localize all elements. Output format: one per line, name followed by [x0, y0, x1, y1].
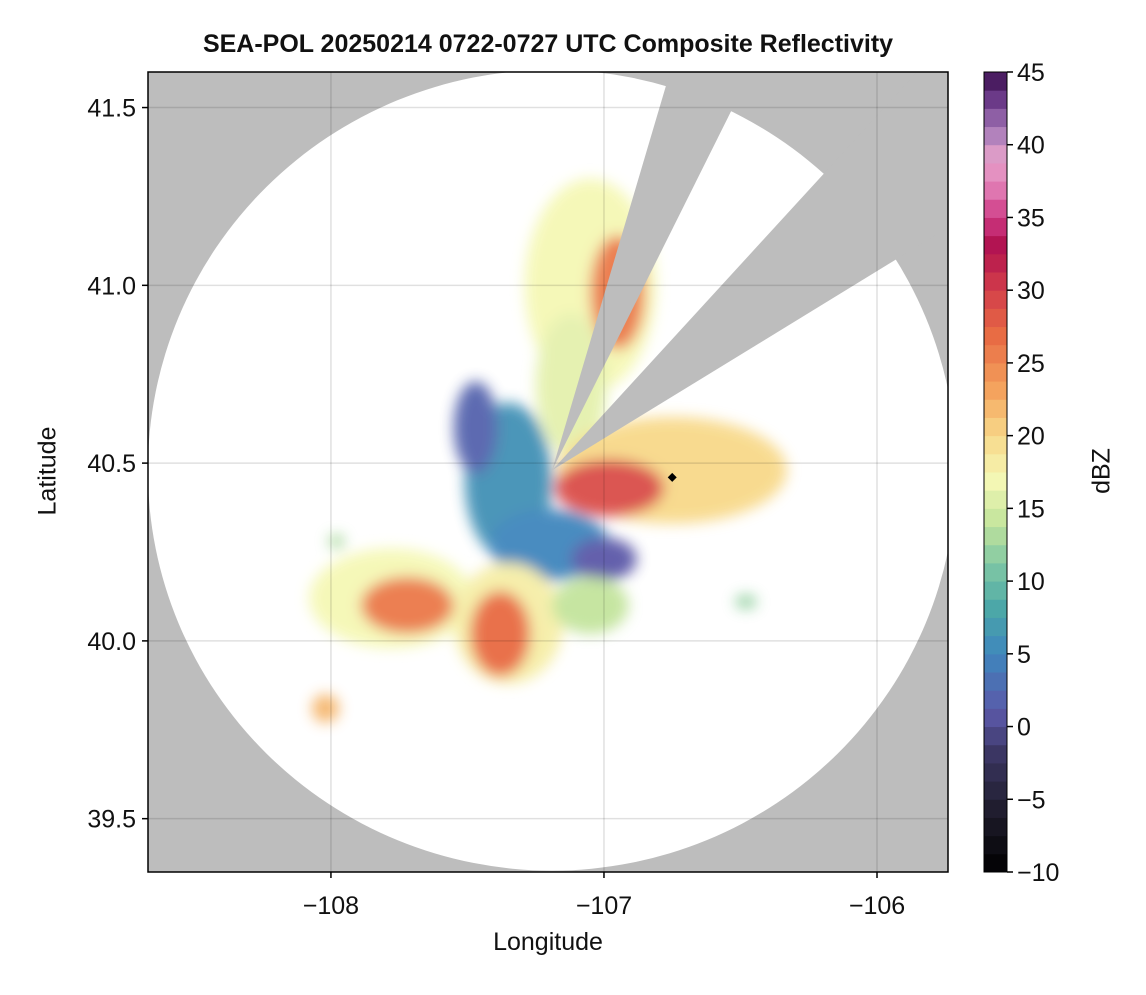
colorbar-tick-label-3: 5 — [1017, 641, 1031, 669]
colorbar-segment-24 — [984, 417, 1007, 437]
blocked-sector-2 — [552, 72, 948, 471]
colorbar-segment-18 — [984, 526, 1007, 546]
colorbar-tick-label-1: −5 — [1017, 786, 1046, 814]
y-tick-label-2: 40.5 — [87, 450, 136, 478]
colorbar-segment-12 — [984, 635, 1007, 655]
colorbar-segment-13 — [984, 617, 1007, 637]
colorbar-segment-4 — [984, 781, 1007, 800]
colorbar-segment-2 — [984, 817, 1007, 837]
colorbar-tick-label-7: 25 — [1017, 350, 1045, 378]
colorbar-segment-21 — [984, 472, 1007, 491]
colorbar-segment-38 — [984, 162, 1007, 182]
colorbar-segment-41 — [984, 108, 1007, 128]
echo-southeast-band — [552, 576, 629, 634]
echo-east-core — [554, 459, 665, 517]
colorbar-segment-23 — [984, 435, 1007, 455]
colorbar-segment-15 — [984, 581, 1007, 600]
colorbar-tick-label-9: 35 — [1017, 204, 1045, 232]
colorbar-segment-35 — [984, 217, 1007, 237]
colorbar-segment-30 — [984, 308, 1007, 328]
colorbar-tick-label-6: 20 — [1017, 423, 1045, 451]
echo-southwest-core — [360, 576, 454, 634]
colorbar-tick-label-4: 10 — [1017, 568, 1045, 596]
colorbar-tick-label-10: 40 — [1017, 132, 1045, 160]
colorbar-segment-8 — [984, 708, 1007, 728]
colorbar-segment-9 — [984, 690, 1007, 709]
colorbar-frame — [983, 71, 1008, 873]
colorbar-segment-39 — [984, 144, 1007, 164]
colorbar-segment-25 — [984, 399, 1007, 418]
colorbar-segment-10 — [984, 672, 1007, 691]
colorbar-segment-40 — [984, 126, 1007, 146]
y-tick-label-4: 41.5 — [87, 95, 136, 123]
x-tick-label-0: −108 — [303, 892, 359, 920]
colorbar-segment-3 — [984, 799, 1007, 818]
blocked-sector-1 — [552, 72, 751, 471]
colorbar-segment-26 — [984, 381, 1007, 400]
y-tick-label-3: 41.0 — [87, 272, 136, 300]
echo-south-core — [470, 591, 531, 677]
colorbar-segment-16 — [984, 562, 1007, 582]
x-axis-label: Longitude — [493, 928, 603, 956]
colorbar-segment-20 — [984, 490, 1007, 509]
echo-southwest-cell — [311, 694, 340, 723]
plot-layer — [148, 72, 948, 872]
colorbar-tick-label-11: 45 — [1017, 59, 1045, 87]
colorbar-segment-32 — [984, 272, 1007, 291]
y-tick-label-1: 40.0 — [87, 628, 136, 656]
colorbar-segment-43 — [984, 72, 1007, 91]
colorbar-segment-0 — [984, 853, 1007, 873]
colorbar-segment-6 — [984, 744, 1007, 764]
plot-frame — [147, 71, 949, 873]
colorbar-segment-11 — [984, 653, 1007, 673]
colorbar-segment-33 — [984, 253, 1007, 273]
colorbar-tick-label-5: 15 — [1017, 495, 1045, 523]
colorbar-segment-14 — [984, 599, 1007, 618]
colorbar-segment-1 — [984, 835, 1007, 855]
colorbar-segment-5 — [984, 762, 1007, 782]
y-tick-label-0: 39.5 — [87, 806, 136, 834]
x-tick-label-2: −106 — [849, 892, 905, 920]
y-axis-label: Latitude — [33, 426, 62, 516]
colorbar-segment-28 — [984, 344, 1007, 364]
colorbar-label: dBZ — [1087, 448, 1116, 494]
colorbar-segment-37 — [984, 181, 1007, 200]
echo-west-fringe — [453, 381, 498, 474]
colorbar-segment-22 — [984, 453, 1007, 473]
site-marker — [667, 472, 677, 482]
chart-title: SEA-POL 20250214 0722-0727 UTC Composite… — [202, 30, 894, 58]
x-tick-label-1: −107 — [576, 892, 632, 920]
colorbar-segment-34 — [984, 235, 1007, 255]
colorbar-tick-label-2: 0 — [1017, 714, 1031, 742]
colorbar-tick-label-8: 30 — [1017, 277, 1045, 305]
colorbar-segment-17 — [984, 544, 1007, 564]
colorbar-segment-29 — [984, 326, 1007, 346]
colorbar-segment-42 — [984, 90, 1007, 109]
echo-far-east-cell — [735, 594, 757, 609]
echo-southeast-weak — [571, 537, 637, 581]
colorbar-segment-36 — [984, 199, 1007, 218]
colorbar-segment-27 — [984, 362, 1007, 382]
echo-west-cell — [328, 534, 345, 549]
colorbar-segment-19 — [984, 508, 1007, 528]
colorbar-segment-31 — [984, 290, 1007, 309]
colorbar-tick-label-0: −10 — [1017, 859, 1059, 887]
colorbar-segment-7 — [984, 726, 1007, 746]
